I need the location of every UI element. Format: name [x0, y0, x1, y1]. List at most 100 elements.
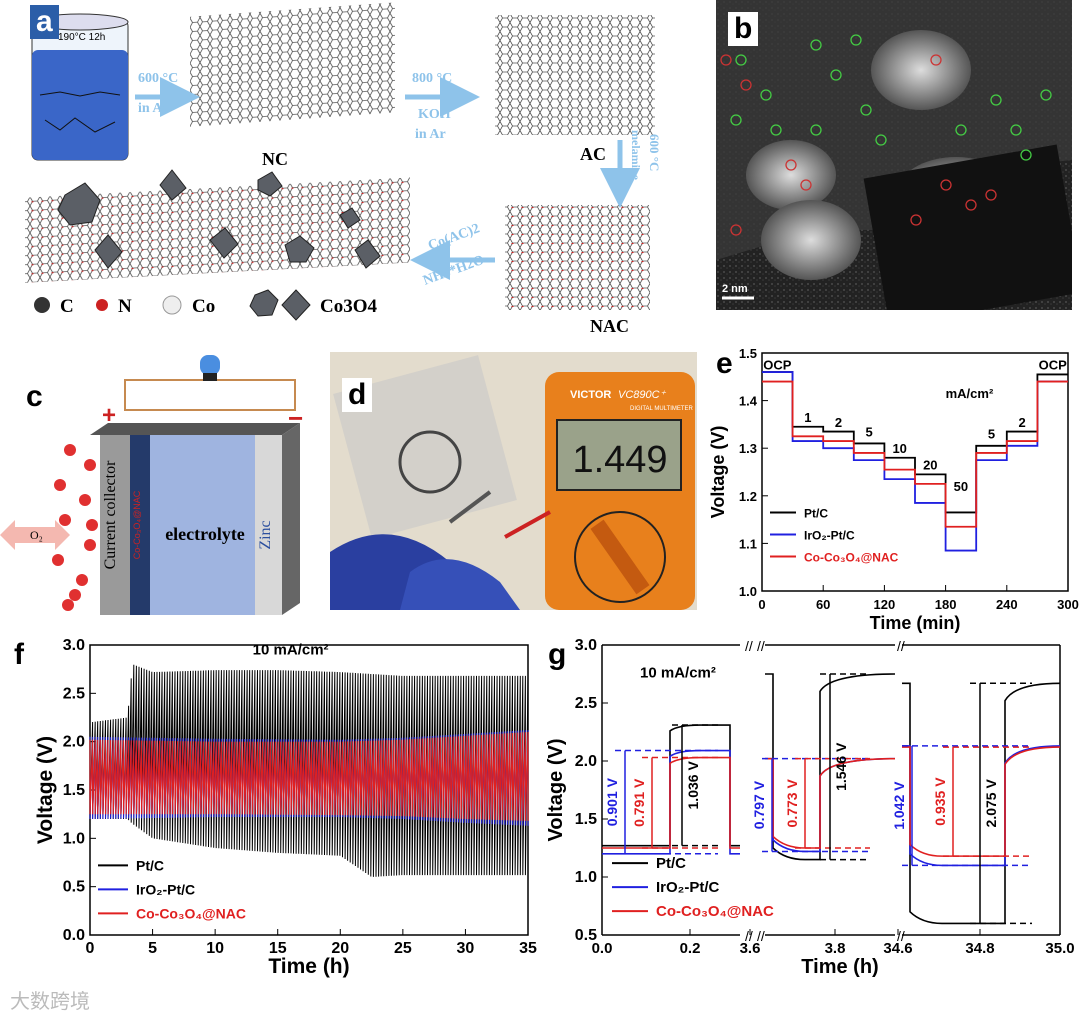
- legend-label-ir: IrO₂-Pt/C: [804, 528, 855, 542]
- panel-g: ////////////0.5 1.0 1.5 2.0 2.5 3.0 0.0 0.2 3.6 3…: [540, 635, 1080, 980]
- legend-label-co: Co-Co₃O₄@NAC: [804, 550, 899, 564]
- y-tick-label: 1.5: [575, 811, 597, 828]
- y-tick-label: 1.5: [63, 782, 85, 799]
- gap-label-ir: 0.797 V: [751, 780, 767, 829]
- panel-a-schematic: 190°C 12h 600 °C in Ar 800 °C KOH in Ar …: [25, 2, 662, 336]
- panel-label-b: b: [728, 12, 759, 46]
- x-tick-label: 240: [996, 597, 1018, 612]
- curve-ir-seg2: [902, 745, 1061, 867]
- multimeter-model: VC890C⁺: [618, 389, 667, 401]
- x-tick-label: 5: [148, 940, 157, 957]
- x-tick-label: 0.2: [680, 940, 701, 957]
- multimeter-model-sub: DIGITAL MULTIMETER: [630, 406, 694, 412]
- step1-temp: 600 °C: [138, 71, 178, 86]
- panel-f: 0.0 0.5 1.0 1.5 2.0 2.5 3.0 0 5 10 15 20 25 30 35 Time …: [0, 635, 550, 980]
- collector-text: Current collector: [102, 460, 119, 570]
- step-label: 2: [1018, 415, 1025, 430]
- ac-sheet: [495, 15, 655, 135]
- gap-label-pt: 2.075 V: [983, 779, 999, 828]
- x-tick-label: 34.8: [965, 940, 994, 957]
- electrolyte: [150, 435, 255, 615]
- gap-label-pt: 1.036 V: [685, 761, 701, 810]
- y-tick-label: 2.5: [575, 695, 597, 712]
- gap-label-ir: 0.901 V: [604, 777, 620, 826]
- o2-label: O₂: [30, 528, 43, 542]
- axis-break: //: [897, 638, 905, 654]
- tem-image: 2 nm: [716, 0, 1080, 327]
- step-label: 5: [988, 427, 995, 442]
- watermark: 大数跨境: [10, 989, 90, 1013]
- panel-label-a: a: [30, 5, 59, 39]
- step2-gas: in Ar: [415, 127, 446, 142]
- axis-break: //: [757, 928, 765, 944]
- nac-label: NAC: [590, 316, 629, 335]
- multimeter-brand: VICTOR: [570, 389, 611, 401]
- legend-label-co: Co-Co₃O₄@NAC: [656, 903, 774, 920]
- panel-label-c: c: [20, 380, 49, 414]
- zinc-text: Zinc: [257, 520, 274, 549]
- plus-sign: +: [102, 402, 116, 429]
- panel-b: 2 nm b: [716, 0, 1080, 327]
- current-annotation: 10 mA/cm²: [253, 642, 329, 659]
- y-axis-label: Voltage (V): [34, 736, 57, 844]
- y-tick-label: 1.0: [63, 830, 85, 847]
- catalyst-text: Co-Co₃O₄@NAC: [132, 490, 142, 559]
- x-tick-label: 30: [457, 940, 475, 957]
- x-tick-label: 120: [874, 597, 896, 612]
- x-axis-label: Time (h): [801, 956, 878, 978]
- step-label: 1: [804, 410, 811, 425]
- curve-co-seg2: [902, 746, 1061, 857]
- panel-label-e: e: [710, 347, 739, 381]
- y-tick-label: 0.5: [575, 927, 597, 944]
- legend-co: Co: [192, 296, 215, 317]
- gap-label-ir: 1.042 V: [891, 781, 907, 830]
- vessel-label: 190°C 12h: [58, 32, 105, 43]
- zinc-air-battery-diagram: + − Current collector Co-Co₃O₄@NAC elect…: [0, 355, 303, 615]
- y-tick-label: 1.0: [575, 869, 597, 886]
- step1-gas: in Ar: [138, 101, 169, 116]
- series-cycles-Co-Co3O4@NAC: [89, 731, 529, 821]
- legend-label-ir: IrO₂-Pt/C: [136, 881, 195, 897]
- x-tick-label: 180: [935, 597, 957, 612]
- step2-agent: KOH: [418, 107, 451, 122]
- x-tick-label: 35: [519, 940, 537, 957]
- x-tick-label: 0: [758, 597, 765, 612]
- step-label: 50: [954, 479, 968, 494]
- step3-temp: 600 °C: [647, 134, 662, 171]
- step-label: 2: [835, 415, 842, 430]
- final-sheet: [25, 177, 410, 283]
- nac-sheet: [505, 205, 650, 310]
- x-axis-label: Time (h): [268, 955, 349, 978]
- x-tick-label: 10: [206, 940, 224, 957]
- y-axis-label: Voltage (V): [545, 739, 567, 842]
- step4-reagent1: Co(AC)2: [426, 221, 482, 253]
- current-collector: [100, 435, 130, 615]
- panel-c: + − Current collector Co-Co₃O₄@NAC elect…: [0, 335, 330, 625]
- y-tick-label: 0.0: [63, 927, 85, 944]
- x-tick-label: 15: [269, 940, 287, 957]
- ac-label: AC: [580, 144, 606, 164]
- axis-break: //: [897, 928, 905, 944]
- chart-g: ////////////0.51.01.52.02.53.00.0 0.2 3.6 3…: [545, 637, 1075, 978]
- co3o4-particles: [57, 169, 381, 269]
- y-tick-label: 2.5: [63, 685, 85, 702]
- nc-label: NC: [262, 149, 288, 169]
- step-label: 5: [865, 424, 872, 439]
- unit-note: mA/cm²: [946, 386, 994, 401]
- gap-label-pt: 1.546 V: [833, 742, 849, 791]
- y-tick-label: 2.0: [575, 753, 597, 770]
- y-tick-label: 1.5: [739, 346, 757, 361]
- y-tick-label: 1.0: [739, 584, 757, 599]
- x-tick-label: 0: [86, 940, 95, 957]
- axis-break: //: [745, 638, 753, 654]
- y-tick-label: 1.3: [739, 441, 757, 456]
- y-tick-label: 1.4: [739, 394, 758, 409]
- x-tick-label: 3.6: [740, 940, 761, 957]
- y-axis-label: Voltage (V): [708, 426, 728, 519]
- step2-temp: 800 °C: [412, 71, 452, 86]
- panel-label-g: g: [542, 638, 573, 672]
- gap-label-co: 0.791 V: [631, 778, 647, 827]
- x-tick-label: 300: [1057, 597, 1079, 612]
- step-label: OCP: [763, 358, 792, 373]
